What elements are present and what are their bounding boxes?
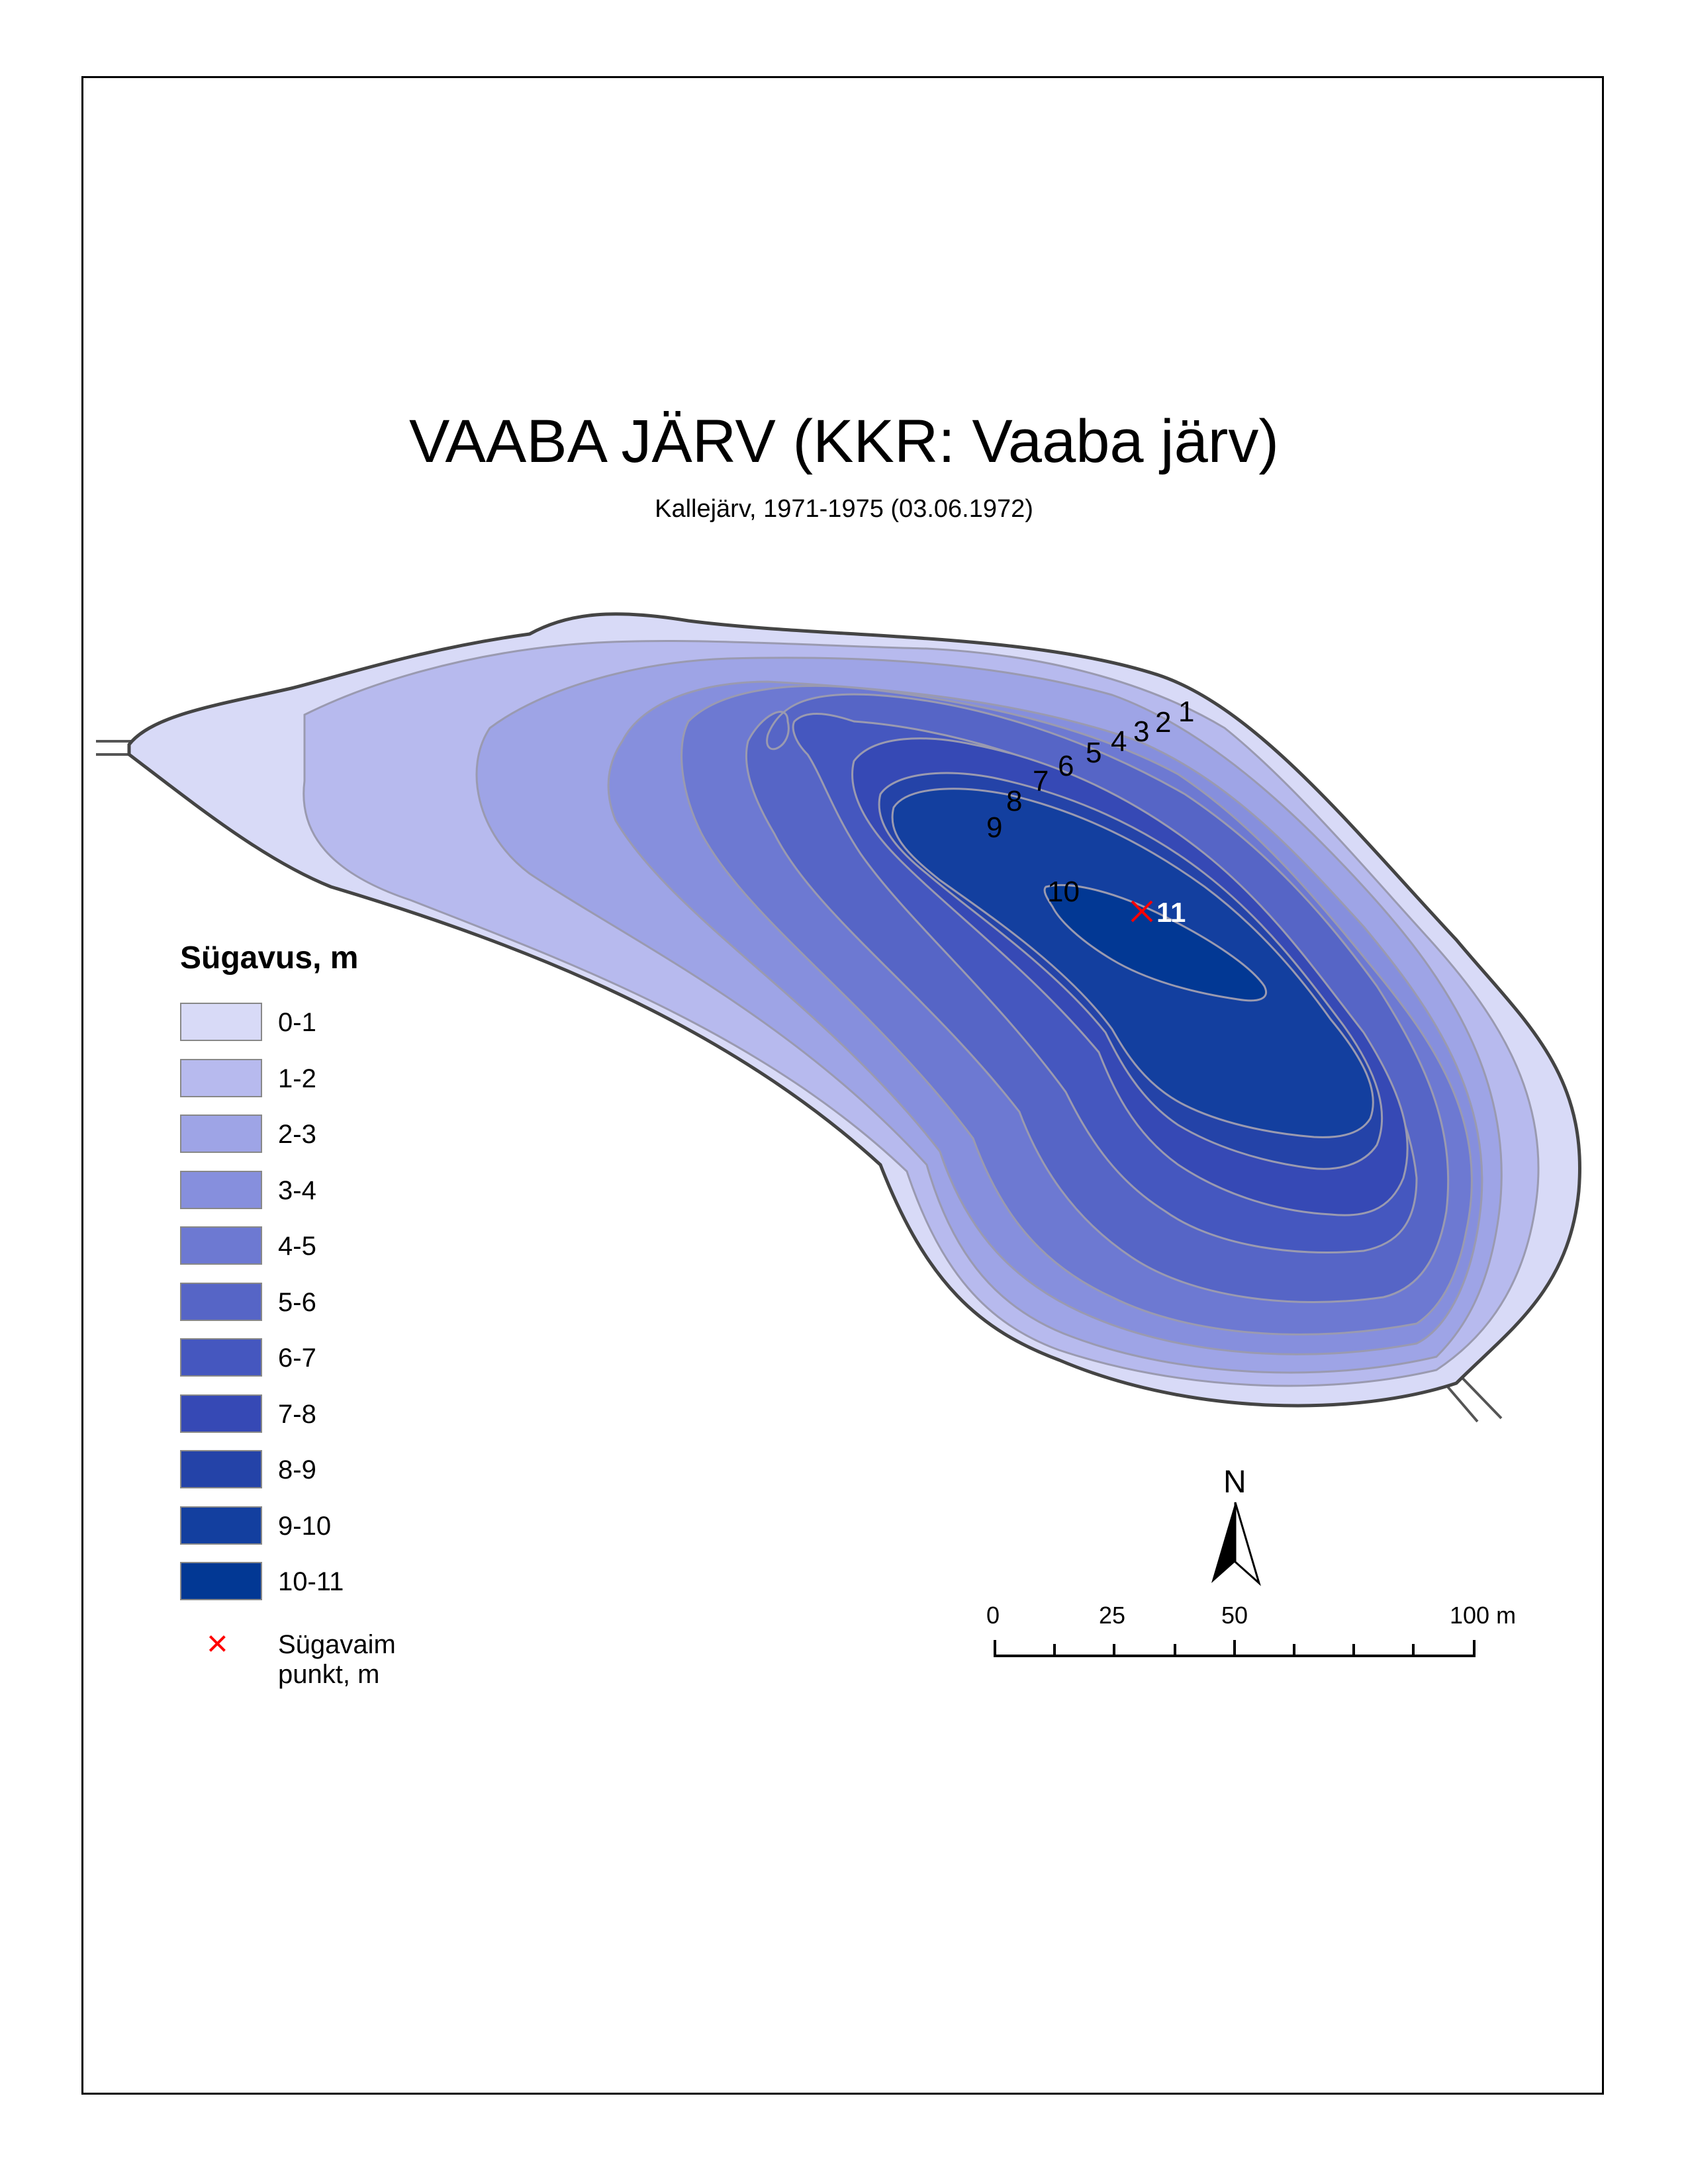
legend-swatch: [180, 1058, 262, 1097]
legend-swatch: [180, 1226, 262, 1265]
legend-label: 4-5: [278, 1232, 316, 1261]
legend-label: 0-1: [278, 1008, 316, 1037]
north-arrow-label: N: [1223, 1465, 1246, 1500]
map-frame: [81, 76, 1604, 2095]
contour-label-6: 6: [1058, 750, 1074, 782]
contour-label-10: 10: [1047, 876, 1080, 908]
north-arrow-icon: [1211, 1502, 1261, 1586]
legend-label: 1-2: [278, 1064, 316, 1093]
legend-label: 10-11: [278, 1567, 344, 1596]
contour-labels: 1 2 3 4 5 6 7 8 9 10: [986, 696, 1194, 908]
legend: Sügavus, m 0-1 1-2 2-3 3-4 4-5 5-6 6-7 7…: [180, 940, 396, 1689]
legend-item-deepest-point: × Sügavaim punkt, m: [180, 1621, 396, 1689]
legend-swatch: [180, 1170, 262, 1209]
contour-label-5: 5: [1086, 737, 1102, 769]
scale-label-0: 0: [986, 1602, 1000, 1629]
legend-item: 4-5: [180, 1226, 358, 1283]
legend-item: 1-2: [180, 1058, 358, 1115]
depth-zone-10-11: [1043, 884, 1267, 1002]
contour-label-8: 8: [1006, 785, 1022, 817]
legend-label: 7-8: [278, 1399, 316, 1429]
legend-label: 3-4: [278, 1175, 316, 1205]
contour-label-4: 4: [1111, 725, 1127, 758]
legend-items: 0-1 1-2 2-3 3-4 4-5 5-6 6-7 7-8 8-9 9-10…: [180, 1003, 358, 1618]
legend-item: 8-9: [180, 1450, 358, 1506]
legend-item: 3-4: [180, 1170, 358, 1227]
deepest-point-label: 11: [1156, 897, 1186, 928]
contour-label-9: 9: [986, 811, 1002, 844]
legend-label: 6-7: [278, 1343, 316, 1373]
legend-item: 7-8: [180, 1394, 358, 1451]
legend-label: 9-10: [278, 1511, 332, 1541]
legend-item: 10-11: [180, 1562, 358, 1618]
legend-swatch: [180, 1450, 262, 1488]
legend-label: 5-6: [278, 1287, 316, 1317]
contour-label-7: 7: [1033, 765, 1049, 797]
legend-swatch: [180, 1282, 262, 1321]
legend-swatch: [180, 1394, 262, 1433]
scale-label-25: 25: [1099, 1602, 1126, 1629]
legend-label: Sügavaim punkt, m: [278, 1629, 396, 1689]
legend-item: 9-10: [180, 1506, 358, 1563]
legend-item: 0-1: [180, 1003, 358, 1059]
legend-swatch: [180, 1562, 262, 1600]
depth-zones: [127, 612, 1581, 1408]
contour-label-1: 1: [1178, 696, 1194, 728]
legend-item: 6-7: [180, 1338, 358, 1394]
legend-label: 8-9: [278, 1455, 316, 1484]
legend-swatch: [180, 1506, 262, 1545]
inflow-stream: [96, 740, 132, 756]
deepest-point-symbol: [1131, 900, 1153, 923]
scale-label-100: 100 m: [1450, 1602, 1517, 1629]
legend-title: Sügavus, m: [180, 940, 359, 976]
deepest-point-legend-icon: ×: [207, 1621, 228, 1664]
contour-label-2: 2: [1155, 706, 1171, 739]
contour-label-3: 3: [1133, 715, 1149, 748]
scale-label-50: 50: [1221, 1602, 1248, 1629]
deepest-point-marker: 11: [1131, 897, 1186, 928]
legend-swatch: [180, 1338, 262, 1377]
map-subtitle: Kallejärv, 1971-1975 (03.06.1972): [655, 495, 1033, 523]
legend-swatch: [180, 1003, 262, 1041]
legend-label: 2-3: [278, 1120, 316, 1149]
scale-bar: [994, 1640, 1476, 1657]
legend-item: 5-6: [180, 1282, 358, 1339]
legend-swatch: [180, 1115, 262, 1153]
legend-item: 2-3: [180, 1115, 358, 1171]
map-title: VAABA JÄRV (KKR: Vaaba järv): [408, 408, 1280, 475]
